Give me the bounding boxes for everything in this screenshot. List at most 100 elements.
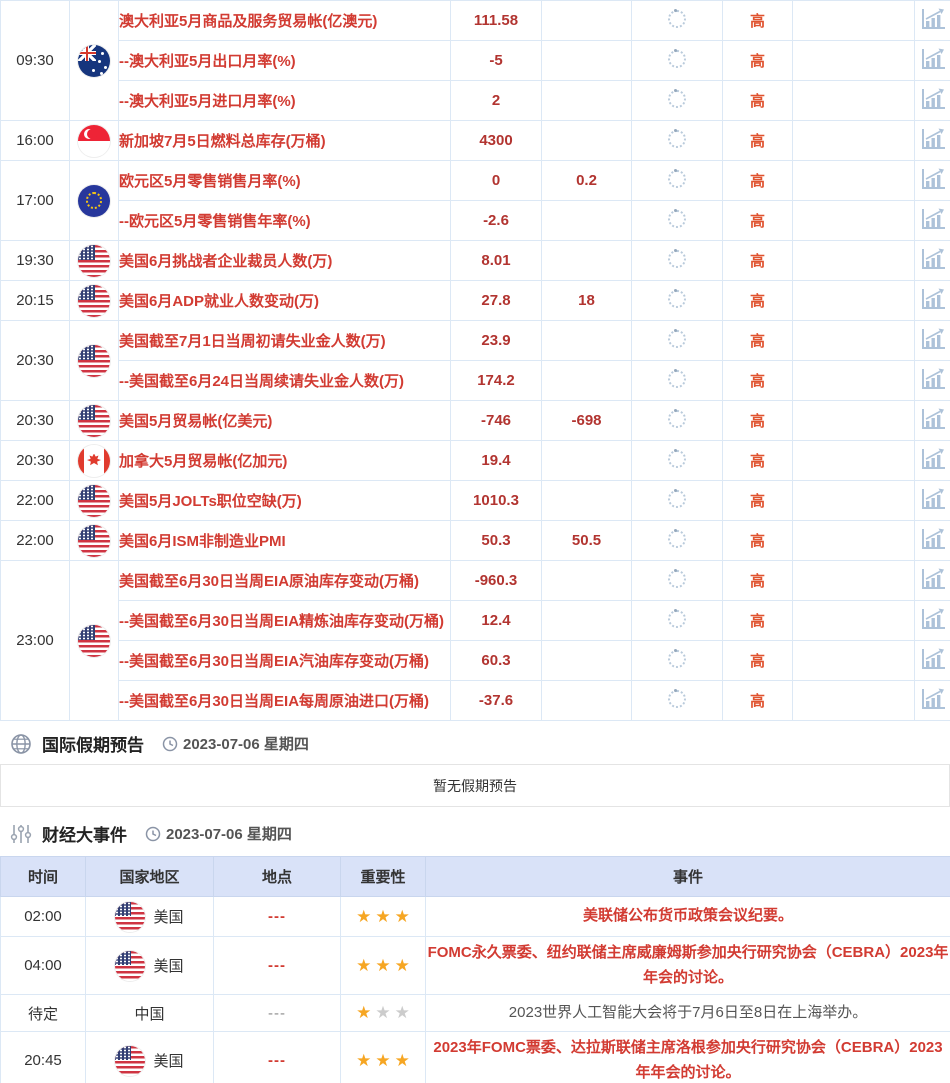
actual-value: 4300 (450, 120, 542, 161)
time-cell: 16:00 (0, 120, 70, 161)
previous-value-cell (631, 0, 723, 41)
table-row: --欧元区5月零售销售年率(%) -2.6 高 (1, 200, 950, 241)
section-title: 国际假期预告 (42, 736, 144, 755)
forecast-value (541, 600, 632, 641)
trend-chart-icon[interactable] (920, 608, 946, 630)
event-name-link[interactable]: 美国截至7月1日当周初请失业金人数(万) (119, 333, 386, 350)
trend-chart-icon[interactable] (920, 288, 946, 310)
table-row: 20:30 美国5月贸易帐(亿美元) -746 -698 高 (0, 400, 950, 441)
time-cell: 23:00 (0, 560, 70, 721)
event-name-link[interactable]: --澳大利亚5月出口月率(%) (119, 53, 296, 70)
trend-chart-icon[interactable] (920, 128, 946, 150)
trend-chart-icon[interactable] (920, 88, 946, 110)
flag-usa-icon (78, 344, 110, 377)
previous-value-cell (631, 400, 723, 441)
trend-chart-icon[interactable] (920, 488, 946, 510)
table-row: 20:15 美国6月ADP就业人数变动(万) 27.8 18 高 (0, 280, 950, 321)
table-row: --澳大利亚5月进口月率(%) 2 高 (1, 80, 950, 121)
loading-spinner-icon (668, 448, 686, 468)
previous-value-cell (631, 40, 723, 81)
event-name-link[interactable]: 加拿大5月贸易帐(亿加元) (119, 453, 288, 470)
time-cell: 19:30 (0, 240, 70, 281)
trend-chart-icon[interactable] (920, 448, 946, 470)
event-name-link[interactable]: --欧元区5月零售销售年率(%) (119, 213, 311, 230)
trend-chart-icon[interactable] (920, 648, 946, 670)
table-row: 19:30 美国6月挑战者企业裁员人数(万) 8.01 高 (0, 240, 950, 281)
trend-chart-icon[interactable] (920, 408, 946, 430)
event-name-link[interactable]: 美国5月贸易帐(亿美元) (119, 413, 273, 430)
importance-stars: ★ ★ ★ (340, 1031, 426, 1083)
table-row: 16:00 新加坡7月5日燃料总库存(万桶) 4300 高 (0, 120, 950, 161)
economic-data-table: 09:30 澳大利亚5月商品及服务贸易帐(亿澳元) 111.58 高 --澳大利… (0, 0, 950, 721)
loading-spinner-icon (668, 88, 686, 108)
holiday-section-header: 国际假期预告 2023-07-06 星期四 (0, 721, 950, 764)
event-description: 2023世界人工智能大会将于7月6日至8日在上海举办。 (425, 994, 950, 1032)
star-icon: ★ (356, 955, 372, 975)
flag-eu-icon (78, 184, 110, 217)
event-name-link[interactable]: 新加坡7月5日燃料总库存(万桶) (119, 133, 326, 150)
event-name-link[interactable]: --美国截至6月30日当周EIA精炼油库存变动(万桶) (119, 613, 445, 630)
importance-level: 高 (722, 440, 793, 481)
flag-usa-icon (115, 950, 146, 981)
chart-cell (914, 440, 950, 481)
section-date: 2023-07-06 星期四 (145, 823, 292, 844)
affect-cell (792, 400, 915, 441)
loading-spinner-icon (668, 648, 686, 668)
table-row: 22:00 美国6月ISM非制造业PMI 50.3 50.5 高 (0, 520, 950, 561)
trend-chart-icon[interactable] (920, 568, 946, 590)
event-name-link[interactable]: --美国截至6月24日当周续请失业金人数(万) (119, 373, 405, 390)
trend-chart-icon[interactable] (920, 328, 946, 350)
chart-cell (914, 520, 950, 561)
table-row: 20:30 美国截至7月1日当周初请失业金人数(万) 23.9 高 (0, 320, 950, 401)
star-icon: ★ (394, 906, 410, 926)
event-name-link[interactable]: --澳大利亚5月进口月率(%) (119, 93, 296, 110)
loading-spinner-icon (668, 328, 686, 348)
chart-cell (914, 160, 950, 201)
country-name: 中国 (134, 1005, 165, 1023)
flag-cell (69, 280, 119, 321)
importance-level: 高 (722, 240, 793, 281)
event-name-link[interactable]: 澳大利亚5月商品及服务贸易帐(亿澳元) (119, 13, 378, 30)
star-icon: ★ (356, 906, 372, 926)
importance-level: 高 (722, 0, 793, 41)
trend-chart-icon[interactable] (920, 248, 946, 270)
event-name-link[interactable]: 美国截至6月30日当周EIA原油库存变动(万桶) (119, 573, 420, 590)
flag-cell (69, 0, 119, 121)
flag-usa-icon (115, 901, 146, 932)
importance-level: 高 (722, 360, 793, 401)
actual-value: 2 (450, 80, 542, 121)
trend-chart-icon[interactable] (920, 528, 946, 550)
trend-chart-icon[interactable] (920, 688, 946, 710)
trend-chart-icon[interactable] (920, 168, 946, 190)
previous-value-cell (631, 440, 723, 481)
star-icon: ★ (356, 1003, 372, 1022)
holiday-empty-box: 暂无假期预告 (0, 764, 950, 807)
event-name-link[interactable]: 美国6月ADP就业人数变动(万) (119, 293, 320, 310)
time-cell: 17:00 (0, 160, 70, 241)
table-row: 20:45 美国 --- ★ ★ ★ 2023年FOMC票委、达拉斯联储主席洛根参加… (0, 1031, 950, 1083)
trend-chart-icon[interactable] (920, 208, 946, 230)
actual-value: -37.6 (450, 680, 542, 721)
event-name-link[interactable]: 美国6月挑战者企业裁员人数(万) (119, 253, 333, 270)
table-row: --美国截至6月30日当周EIA精炼油库存变动(万桶) 12.4 高 (1, 600, 950, 641)
actual-value: 111.58 (450, 0, 542, 41)
trend-chart-icon[interactable] (920, 48, 946, 70)
importance-level: 高 (722, 400, 793, 441)
table-row: --美国截至6月24日当周续请失业金人数(万) 174.2 高 (1, 360, 950, 401)
trend-chart-icon[interactable] (920, 368, 946, 390)
chart-cell (914, 320, 950, 361)
event-name-link[interactable]: 美国5月JOLTs职位空缺(万) (119, 493, 302, 510)
trend-chart-icon[interactable] (920, 8, 946, 30)
event-name-link[interactable]: 美国6月ISM非制造业PMI (119, 533, 286, 550)
event-name-link[interactable]: --美国截至6月30日当周EIA汽油库存变动(万桶) (119, 653, 430, 670)
actual-value: 0 (450, 160, 542, 201)
event-name-link[interactable]: --美国截至6月30日当周EIA每周原油进口(万桶) (119, 693, 430, 710)
loading-spinner-icon (668, 168, 686, 188)
section-date: 2023-07-06 星期四 (162, 733, 309, 754)
event-name-link[interactable]: 欧元区5月零售销售月率(%) (119, 173, 301, 190)
previous-value-cell (631, 280, 723, 321)
forecast-value: 50.5 (541, 520, 632, 561)
actual-value: 12.4 (450, 600, 542, 641)
actual-value: 23.9 (450, 320, 542, 361)
loading-spinner-icon (668, 248, 686, 268)
